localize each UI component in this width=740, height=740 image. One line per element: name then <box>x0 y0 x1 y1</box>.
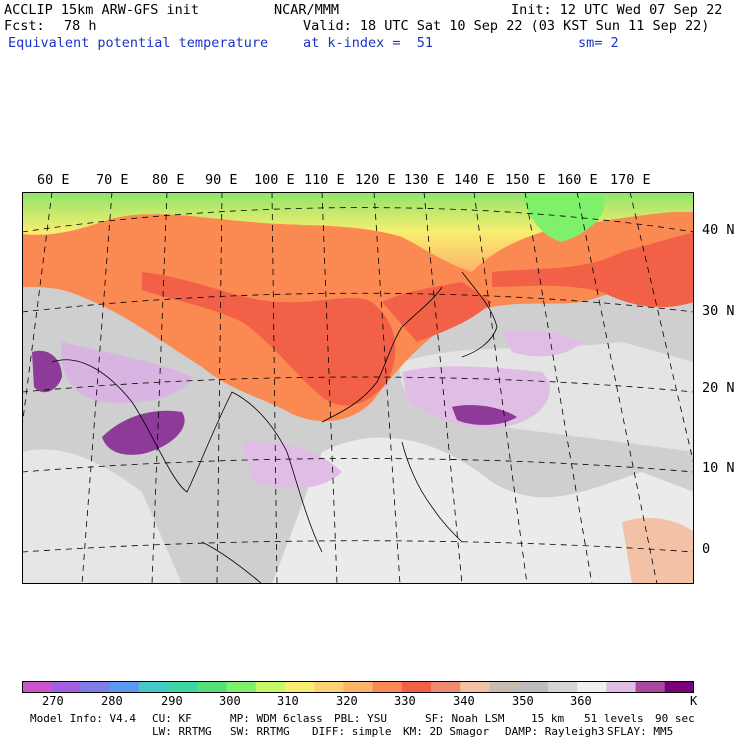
colorbar-swatch <box>664 681 694 693</box>
turbulence-option: KM: 2D Smagor <box>403 725 490 738</box>
theta-maximum <box>102 410 185 455</box>
lon-label-110e: 110 E <box>304 172 345 188</box>
resolution: 15 km <box>531 712 565 725</box>
shortwave-scheme: SW: RRTMG <box>230 725 290 738</box>
colorbar-tick-label: 270 <box>42 694 64 708</box>
lon-label-160e: 160 E <box>557 172 598 188</box>
lat-label-40n: 40 N <box>702 222 735 238</box>
ocean-light-patch <box>22 449 182 584</box>
high-theta-region <box>402 366 550 428</box>
center-name: NCAR/MMM <box>274 2 340 18</box>
diffusion-option: DIFF: simple <box>312 725 392 738</box>
colorbar-swatch <box>226 681 257 693</box>
lon-label-60e: 60 E <box>37 172 70 188</box>
valid-time: Valid: 18 UTC Sat 10 Sep 22 (03 KST Sun … <box>303 18 710 34</box>
pbl-scheme: PBL: YSU <box>334 712 387 725</box>
time-step: 90 sec <box>655 712 695 725</box>
damping-option: DAMP: Rayleigh3 <box>505 725 605 738</box>
lon-label-90e: 90 E <box>205 172 238 188</box>
lon-label-100e: 100 E <box>254 172 295 188</box>
lat-label-20n: 20 N <box>702 380 735 396</box>
lat-label-30n: 30 N <box>702 303 735 319</box>
lat-label-10n: 10 N <box>702 460 735 476</box>
lon-label-80e: 80 E <box>152 172 185 188</box>
colorbar-swatch <box>314 681 344 693</box>
vertical-levels: 51 levels <box>584 712 644 725</box>
map-border <box>22 192 694 584</box>
cold-northern-region <box>22 192 694 272</box>
microphysics-scheme: MP: WDM 6class <box>230 712 323 725</box>
ocean-light-patch <box>272 437 694 584</box>
cumulus-scheme: CU: KF <box>152 712 192 725</box>
lon-label-150e: 150 E <box>505 172 546 188</box>
lon-label-140e: 140 E <box>454 172 495 188</box>
high-theta-region <box>242 441 342 489</box>
colorbar-swatch <box>577 681 607 693</box>
colorbar-tick-label: 300 <box>219 694 241 708</box>
colorbar-tick-label: 320 <box>336 694 358 708</box>
theta-e-map <box>22 192 694 584</box>
forecast-label: Fcst: <box>4 18 45 34</box>
level-index: at k-index = 51 <box>303 35 434 51</box>
high-theta-region <box>61 342 193 404</box>
model-info: Model Info: V4.4 <box>30 712 136 725</box>
colorbar-tick-label: 350 <box>512 694 534 708</box>
theta-maximum <box>452 405 517 425</box>
colorbar-swatch <box>22 681 52 693</box>
colorbar-tick-label: 360 <box>570 694 592 708</box>
colorbar-swatch <box>635 681 666 693</box>
colorbar-swatch <box>284 681 315 693</box>
colorbar-tick-label: 330 <box>394 694 416 708</box>
southern-warm-patch <box>622 517 694 584</box>
graticule <box>22 192 694 584</box>
colorbar-tick-label: 290 <box>161 694 183 708</box>
coastlines <box>51 271 498 584</box>
smoothing-value: sm= 2 <box>578 35 619 51</box>
colorbar <box>22 681 694 693</box>
colorbar-swatch <box>51 681 81 693</box>
lon-label-120e: 120 E <box>355 172 396 188</box>
lon-label-170e: 170 E <box>610 172 651 188</box>
colorbar-swatch <box>372 681 403 693</box>
colorbar-swatch <box>547 681 578 693</box>
forecast-hour: 78 h <box>64 18 97 34</box>
colorbar-tick-label: 280 <box>101 694 123 708</box>
field-name: Equivalent potential temperature <box>8 35 269 51</box>
colorbar-swatch <box>460 681 490 693</box>
hot-land-core <box>142 272 396 406</box>
colorbar-swatch <box>197 681 228 693</box>
colorbar-border <box>22 681 694 693</box>
colorbar-tick-label: 310 <box>277 694 299 708</box>
colorbar-swatch <box>401 681 432 693</box>
init-time: Init: 12 UTC Wed 07 Sep 22 <box>511 2 723 18</box>
hot-land-core <box>382 282 492 342</box>
lon-label-70e: 70 E <box>96 172 129 188</box>
high-theta-region <box>502 330 582 357</box>
colorbar-swatch <box>489 681 520 693</box>
colorbar-unit: K <box>690 694 698 708</box>
colorbar-tick-label: 340 <box>453 694 475 708</box>
longwave-scheme: LW: RRTMG <box>152 725 212 738</box>
surface-scheme: SF: Noah LSM <box>425 712 505 725</box>
colorbar-swatch <box>138 681 169 693</box>
colorbar-swatch <box>518 681 549 693</box>
colorbar-swatch <box>255 681 286 693</box>
colorbar-swatch <box>431 681 461 693</box>
model-title: ACCLIP 15km ARW-GFS init <box>4 2 200 18</box>
lat-label-0: 0 <box>702 541 711 557</box>
colorbar-swatch <box>80 681 111 693</box>
colorbar-swatch <box>109 681 140 693</box>
colorbar-swatch <box>343 681 374 693</box>
lon-label-130e: 130 E <box>404 172 445 188</box>
surface-layer-scheme: SFLAY: MM5 <box>607 725 674 738</box>
colorbar-swatch <box>168 681 198 693</box>
cold-air-tongue <box>522 192 605 242</box>
colorbar-swatch <box>606 681 637 693</box>
